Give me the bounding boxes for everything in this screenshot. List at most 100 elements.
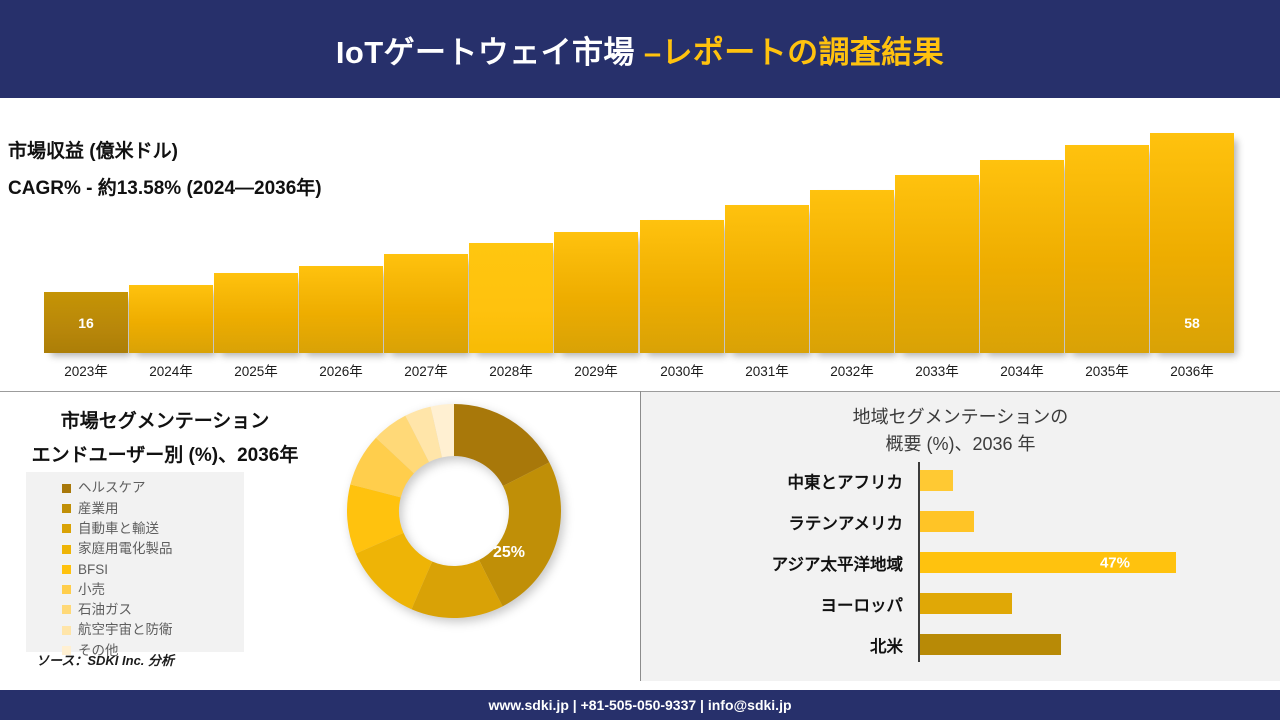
donut-slice[interactable] <box>478 462 561 607</box>
legend-swatch-icon <box>62 483 71 493</box>
page-title-main: IoTゲートウェイ市場 <box>335 34 644 70</box>
revenue-bar: 58 <box>1150 133 1234 353</box>
segmentation-legend: ヘルスケア 産業用自動車と輸送 家庭用電化製品 BFSI 小売石油ガス航空宇宙と防衛 その… <box>26 472 244 657</box>
legend-item[interactable]: BFSI <box>26 559 244 579</box>
region-bar-slot <box>913 624 1280 665</box>
donut-slice[interactable] <box>405 406 443 462</box>
donut-slice[interactable] <box>454 404 550 487</box>
region-label: 北米 <box>870 637 903 656</box>
revenue-chart-title: 市場収益 (億米ドル) <box>8 141 178 162</box>
donut-svg <box>347 404 561 618</box>
revenue-bar <box>980 160 1064 353</box>
revenue-bar-rect <box>640 220 724 353</box>
legend-item[interactable]: 石油ガス <box>26 600 244 620</box>
legend-swatch-icon <box>62 524 71 534</box>
revenue-bar-rect <box>469 243 553 353</box>
revenue-bar-rect <box>810 190 894 353</box>
revenue-bar-xlabel: 2035年 <box>1085 364 1129 379</box>
footer-band: www.sdki.jp | +81-505-050-9337 | info@sd… <box>0 690 1280 720</box>
region-label: ヨーロッパ <box>820 596 904 615</box>
legend-item[interactable]: 小売 <box>26 579 244 599</box>
legend-swatch-icon <box>62 544 71 554</box>
region-row: 中東とアフリカ <box>641 460 1280 501</box>
segmentation-title-line1: 市場セグメンテーション <box>60 411 270 432</box>
legend-item[interactable]: その他 <box>26 640 244 660</box>
legend-swatch-icon <box>62 503 71 513</box>
revenue-bar-xlabel: 2023年 <box>64 364 108 379</box>
donut-slice[interactable] <box>350 437 414 498</box>
legend-item-label: 家庭用電化製品 <box>78 541 173 557</box>
region-bar-slot: 47% <box>913 542 1280 583</box>
vertical-divider <box>640 391 641 681</box>
region-row: 北米 <box>641 624 1280 665</box>
region-bar[interactable] <box>920 511 974 532</box>
revenue-bar-rect <box>129 285 213 353</box>
donut-highlight-label: 25% <box>493 544 526 561</box>
revenue-bar-xlabel: 2032年 <box>830 364 874 379</box>
legend-item-label: 石油ガス <box>78 602 132 618</box>
legend-swatch-icon <box>62 625 71 635</box>
revenue-bar <box>895 175 979 353</box>
regional-title-line2: 概要 (%)、2036 年 <box>885 434 1036 454</box>
region-bar[interactable] <box>920 470 953 491</box>
donut-slice[interactable] <box>376 415 430 474</box>
revenue-bar <box>299 266 383 353</box>
source-note: ソース：SDKI Inc. 分析 <box>36 653 175 668</box>
revenue-bar <box>129 285 213 353</box>
revenue-bar <box>725 205 809 353</box>
legend-item[interactable]: 家庭用電化製品 <box>26 539 244 559</box>
region-bar[interactable] <box>920 634 1061 655</box>
revenue-cagr-label: CAGR% - 約13.58% (2024―2036年) <box>8 178 322 199</box>
donut-slice[interactable] <box>411 560 503 618</box>
region-bar[interactable]: 47% <box>920 552 1176 573</box>
donut-slice[interactable] <box>355 532 433 610</box>
donut-slice[interactable] <box>430 404 454 458</box>
region-label: 中東とアフリカ <box>787 473 904 492</box>
revenue-chart-section: 市場収益 (億米ドル) CAGR% - 約13.58% (2024―2036年)… <box>0 98 1280 388</box>
legend-item-label: 自動車と輸送 <box>78 520 159 536</box>
revenue-bar-xlabel: 2024年 <box>149 364 193 379</box>
revenue-bar-rect <box>214 273 298 353</box>
revenue-bar <box>469 243 553 353</box>
regional-bars-plot: 中東とアフリカ ラテンアメリカ アジア太平洋地域 47% ヨーロッパ 北米 <box>641 460 1280 665</box>
legend-item[interactable]: 産業用 <box>26 498 244 518</box>
revenue-bar <box>810 190 894 353</box>
revenue-bar <box>214 273 298 353</box>
region-bar-slot <box>913 460 1280 501</box>
revenue-bars-axis: 2023年 2024年 2025年 2026年 2027年 2028年 2029年 2030年… <box>44 360 1234 386</box>
revenue-bar-xlabel: 2026年 <box>319 364 363 379</box>
region-row: ラテンアメリカ <box>641 501 1280 542</box>
revenue-bar-value-label: 58 <box>1184 315 1200 331</box>
revenue-bar-xlabel: 2028年 <box>489 364 533 379</box>
header-band: IoTゲートウェイ市場 –レポートの調査結果 <box>0 0 1280 98</box>
segmentation-title-line2: エンドユーザー別 (%)、2036年 <box>31 445 299 466</box>
revenue-bar-rect <box>384 254 468 353</box>
legend-item[interactable]: 自動車と輸送 <box>26 519 244 539</box>
region-bar-slot <box>913 501 1280 542</box>
legend-swatch-icon <box>62 585 71 595</box>
revenue-bar-rect <box>299 266 383 353</box>
revenue-bar-rect <box>980 160 1064 353</box>
revenue-bar-value-label: 16 <box>78 315 94 331</box>
revenue-bar-xlabel: 2025年 <box>234 364 278 379</box>
revenue-bar-xlabel: 2030年 <box>660 364 704 379</box>
donut-slice[interactable] <box>347 484 404 554</box>
legend-item-label: 航空宇宙と防衛 <box>78 622 173 638</box>
page-title: IoTゲートウェイ市場 –レポートの調査結果 <box>336 27 944 72</box>
legend-item[interactable]: 航空宇宙と防衛 <box>26 620 244 640</box>
legend-item[interactable]: ヘルスケア <box>26 478 244 498</box>
region-bar[interactable] <box>920 593 1012 614</box>
revenue-bar-xlabel: 2029年 <box>574 364 618 379</box>
revenue-bar-xlabel: 2031年 <box>745 364 789 379</box>
legend-item-label: その他 <box>78 642 119 658</box>
revenue-bar-xlabel: 2034年 <box>1000 364 1044 379</box>
revenue-bar-rect <box>1065 145 1149 353</box>
revenue-bar <box>554 232 638 353</box>
revenue-bar <box>1065 145 1149 353</box>
region-bar-slot <box>913 583 1280 624</box>
revenue-bar-rect <box>725 205 809 353</box>
revenue-bar-xlabel: 2033年 <box>915 364 959 379</box>
revenue-bar <box>640 220 724 353</box>
segmentation-donut-chart: 25% <box>345 402 563 660</box>
segmentation-panel: 市場セグメンテーション エンドユーザー別 (%)、2036年 ヘルスケア 産業用自… <box>0 392 640 681</box>
